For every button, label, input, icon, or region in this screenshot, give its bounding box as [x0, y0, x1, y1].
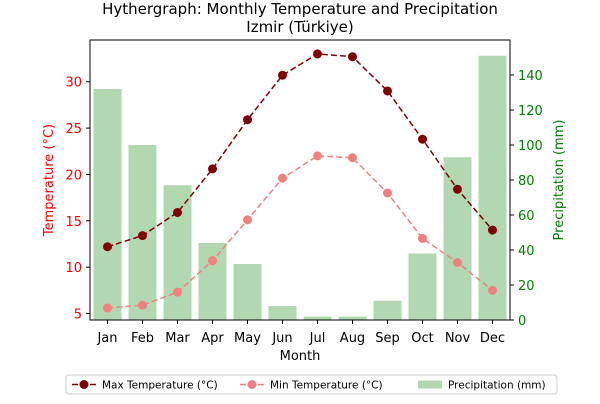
- legend-swatch-bar: [418, 380, 442, 389]
- y-right-tick-label: 20: [518, 279, 535, 294]
- series-0-point-feb: [138, 231, 147, 241]
- x-tick-label: Sep: [375, 331, 400, 346]
- precipitation-bar-aug: [338, 316, 367, 320]
- legend-box: [65, 374, 558, 395]
- series-0-point-aug: [348, 52, 357, 62]
- series-1-point-jul: [313, 151, 322, 161]
- series-0-point-jan: [103, 242, 112, 252]
- series-1-point-oct: [418, 233, 427, 243]
- series-0-point-may: [243, 115, 252, 125]
- temperature-lines: [103, 49, 497, 313]
- precipitation-bars: [93, 55, 507, 320]
- series-0-point-jul: [313, 49, 322, 59]
- x-tick-label: Aug: [340, 331, 365, 346]
- y-left-tick-label: 30: [65, 76, 82, 91]
- series-0-point-mar: [173, 207, 182, 217]
- precipitation-bar-apr: [198, 243, 227, 320]
- series-1-point-dec: [488, 285, 497, 295]
- y-left-tick-label: 25: [65, 122, 82, 137]
- series-0-point-nov: [453, 184, 462, 194]
- precipitation-bar-jun: [268, 306, 297, 320]
- series-line-0: [107, 53, 494, 248]
- precipitation-bar-nov: [443, 157, 472, 320]
- x-tick-label: Nov: [445, 331, 471, 346]
- legend: Max Temperature (°C) Min Temperature (°C)…: [65, 374, 558, 395]
- y-right-tick-label: 0: [518, 314, 526, 329]
- series-1-point-jan: [103, 303, 112, 313]
- series-1-point-feb: [138, 300, 147, 310]
- legend-label: Min Temperature (°C): [270, 380, 383, 392]
- x-tick-label: Dec: [480, 331, 505, 346]
- precipitation-bar-jan: [93, 89, 122, 320]
- series-0-point-jun: [278, 70, 287, 80]
- series-1-point-sep: [383, 188, 392, 198]
- y-right-tick-label: 140: [518, 69, 543, 84]
- precipitation-bar-may: [233, 264, 262, 320]
- y-axis-right-label: Precipitation (mm): [552, 120, 567, 241]
- y-left-tick-label: 5: [74, 308, 82, 323]
- legend-swatch-marker: [247, 380, 257, 389]
- series-line-1: [107, 155, 493, 309]
- chart-title-line1: Hythergraph: Monthly Temperature and Pre…: [102, 0, 498, 18]
- precipitation-bar-sep: [373, 300, 402, 320]
- series-1-point-mar: [173, 287, 182, 297]
- x-tick-label: Oct: [411, 331, 433, 346]
- series-1-point-nov: [453, 258, 462, 268]
- precipitation-bar-jul: [303, 316, 332, 320]
- series-1-point-apr: [208, 256, 217, 266]
- series-1-point-aug: [348, 153, 357, 163]
- y-left-tick-label: 20: [65, 168, 82, 183]
- x-tick-label: Jun: [271, 331, 292, 346]
- series-0-point-dec: [488, 225, 497, 235]
- x-tick-label: Mar: [165, 331, 190, 346]
- y-right-tick-label: 40: [518, 244, 535, 259]
- chart-title-line2: Izmir (Türkiye): [246, 18, 353, 36]
- x-axis-label: Month: [280, 349, 321, 364]
- precipitation-bar-dec: [478, 55, 507, 320]
- series-0-point-oct: [418, 134, 427, 144]
- y-right-tick-label: 120: [518, 104, 543, 119]
- y-left-tick-label: 10: [65, 261, 82, 276]
- x-tick-label: Feb: [131, 331, 154, 346]
- series-1-point-jun: [278, 173, 287, 183]
- legend-swatch-marker: [79, 380, 89, 389]
- precipitation-bar-mar: [163, 185, 192, 320]
- precipitation-bar-oct: [408, 253, 437, 320]
- y-right-tick-label: 60: [518, 209, 535, 224]
- x-tick-label: Apr: [201, 331, 224, 346]
- x-axis: Jan Feb Mar Apr May Jun Jul Aug Sep Oct Nov Dec: [96, 320, 505, 346]
- legend-label: Precipitation (mm): [448, 380, 546, 392]
- y-axis-right: 0 20 40 60 80 100 120 140: [510, 69, 543, 329]
- x-tick-label: Jul: [309, 331, 326, 346]
- x-tick-label: May: [234, 331, 261, 346]
- series-0-point-sep: [383, 86, 392, 96]
- x-tick-label: Jan: [96, 331, 117, 346]
- y-axis-left: 5 10 15 20 25 30: [65, 76, 90, 323]
- legend-label: Max Temperature (°C): [102, 380, 218, 392]
- y-left-tick-label: 15: [65, 215, 82, 230]
- y-right-tick-label: 80: [518, 174, 535, 189]
- series-0-point-apr: [208, 164, 217, 174]
- y-right-tick-label: 100: [518, 139, 543, 154]
- y-axis-left-label: Temperature (°C): [42, 124, 57, 237]
- series-1-point-may: [243, 215, 252, 225]
